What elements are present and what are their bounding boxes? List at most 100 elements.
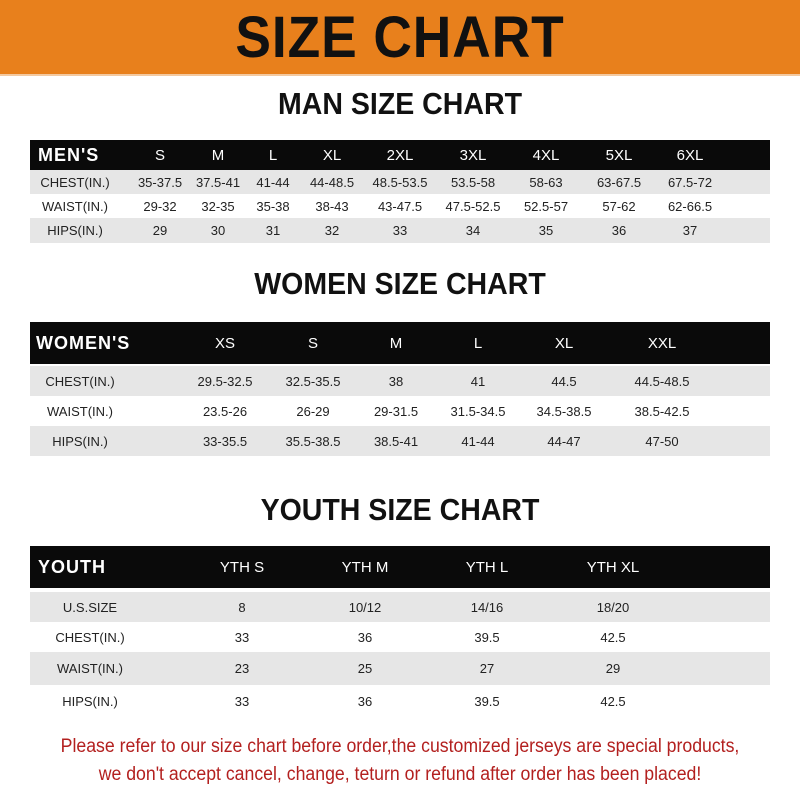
row-label: CHEST(IN.) bbox=[55, 629, 125, 645]
table-cell: 29-31.5 bbox=[373, 403, 419, 419]
table-cell: 44-48.5 bbox=[309, 174, 355, 190]
table-title-cell: MEN'S bbox=[38, 144, 100, 165]
table-cell: 42.5 bbox=[600, 629, 626, 645]
table-cell: 29.5-32.5 bbox=[197, 373, 253, 389]
size-header-cell: 2XL bbox=[386, 146, 414, 164]
table-row: CHEST(IN.) 29.5-32.5 32.5-35.5 38 41 44.5 44.5… bbox=[30, 366, 770, 396]
table-cell: 8 bbox=[238, 599, 246, 615]
table-cell: 67.5-72 bbox=[667, 174, 713, 190]
table-cell: 33 bbox=[234, 629, 250, 645]
table-title-cell: WOMEN'S bbox=[36, 332, 131, 353]
table-cell: 29 bbox=[605, 661, 621, 676]
table-row: WAIST(IN.) 29-32 32-35 35-38 38-43 43-47.5 47.… bbox=[30, 194, 770, 218]
men-section-title: MAN SIZE CHART bbox=[277, 86, 523, 121]
size-header-cell: L bbox=[473, 334, 483, 352]
row-label: CHEST(IN.) bbox=[40, 174, 110, 190]
table-cell: 38-43 bbox=[315, 198, 349, 214]
size-header-cell: XS bbox=[214, 334, 236, 352]
table-cell: 29-32 bbox=[143, 198, 177, 214]
row-label: WAIST(IN.) bbox=[57, 661, 123, 676]
table-cell: 32.5-35.5 bbox=[285, 373, 341, 389]
table-cell: 44.5-48.5 bbox=[634, 373, 690, 389]
table-cell: 38.5-41 bbox=[373, 433, 419, 449]
table-cell: 38 bbox=[388, 373, 404, 389]
policy-note-line-2: we don't accept cancel, change, teturn o… bbox=[98, 764, 702, 785]
table-cell: 57-62 bbox=[602, 198, 636, 214]
size-header-cell: 6XL bbox=[676, 146, 704, 164]
table-cell: 35 bbox=[538, 223, 554, 238]
table-cell: 47.5-52.5 bbox=[445, 198, 501, 214]
banner: SIZE CHART bbox=[0, 0, 800, 76]
table-cell: 41 bbox=[470, 373, 486, 389]
table-cell: 41-44 bbox=[256, 174, 290, 190]
table-cell: 32-35 bbox=[201, 198, 235, 214]
size-header-cell: YTH S bbox=[219, 558, 265, 576]
row-label: WAIST(IN.) bbox=[42, 198, 108, 214]
size-header-cell: M bbox=[389, 334, 403, 352]
table-cell: 52.5-57 bbox=[523, 198, 569, 214]
table-row: HIPS(IN.) 29 30 31 32 33 34 35 36 37 bbox=[30, 218, 770, 243]
row-label: HIPS(IN.) bbox=[47, 223, 103, 238]
table-cell: 36 bbox=[611, 223, 627, 238]
table-cell: 42.5 bbox=[600, 693, 626, 709]
table-cell: 44-47 bbox=[547, 433, 581, 449]
table-cell: 39.5 bbox=[474, 629, 500, 645]
table-cell: 34.5-38.5 bbox=[536, 403, 592, 419]
table-cell: 33 bbox=[392, 223, 408, 238]
table-cell: 36 bbox=[357, 629, 373, 645]
table-cell: 32 bbox=[324, 223, 340, 238]
table-cell: 38.5-42.5 bbox=[634, 403, 690, 419]
size-header-cell: M bbox=[211, 146, 225, 164]
row-label: CHEST(IN.) bbox=[45, 373, 115, 389]
table-cell: 37.5-41 bbox=[195, 174, 241, 190]
row-label: WAIST(IN.) bbox=[47, 403, 113, 419]
table-cell: 31 bbox=[265, 223, 281, 238]
table-cell: 10/12 bbox=[348, 599, 382, 615]
table-row: CHEST(IN.) 35-37.5 37.5-41 41-44 44-48.5 48.5… bbox=[30, 170, 770, 194]
row-label: HIPS(IN.) bbox=[52, 433, 108, 449]
table-cell: 18/20 bbox=[596, 599, 630, 615]
size-header-cell: L bbox=[268, 146, 278, 164]
table-cell: 47-50 bbox=[645, 433, 679, 449]
size-header-cell: XXL bbox=[647, 334, 677, 352]
table-cell: 41-44 bbox=[461, 433, 495, 449]
table-cell: 39.5 bbox=[474, 693, 500, 709]
table-cell: 33-35.5 bbox=[202, 433, 248, 449]
table-cell: 43-47.5 bbox=[377, 198, 423, 214]
table-cell: 26-29 bbox=[296, 403, 330, 419]
table-cell: 48.5-53.5 bbox=[372, 174, 428, 190]
table-cell: 27 bbox=[479, 661, 495, 676]
size-header-cell: YTH M bbox=[341, 558, 389, 576]
row-label: U.S.SIZE bbox=[62, 599, 118, 615]
size-header-cell: 5XL bbox=[605, 146, 633, 164]
table-cell: 23.5-26 bbox=[202, 403, 248, 419]
table-row: U.S.SIZE 8 10/12 14/16 18/20 bbox=[30, 592, 770, 622]
size-header-cell: S bbox=[307, 334, 319, 352]
table-row: HIPS(IN.) 33-35.5 35.5-38.5 38.5-41 41-44 44-… bbox=[30, 426, 770, 456]
size-header-cell: XL bbox=[322, 146, 342, 164]
men-header-row: MEN'S S M L XL 2XL 3XL 4XL 5XL 6XL bbox=[30, 140, 770, 170]
table-row: WAIST(IN.) 23.5-26 26-29 29-31.5 31.5-34.5 34… bbox=[30, 396, 770, 426]
table-cell: 14/16 bbox=[470, 599, 504, 615]
table-cell: 29 bbox=[152, 223, 168, 238]
women-header-row: WOMEN'S XS S M L XL XXL bbox=[30, 322, 770, 364]
policy-note-line-1: Please refer to our size chart before or… bbox=[60, 736, 740, 757]
table-cell: 25 bbox=[357, 661, 373, 676]
youth-header-row: YOUTH YTH S YTH M YTH L YTH XL bbox=[30, 546, 770, 588]
table-cell: 34 bbox=[465, 223, 481, 238]
table-cell: 33 bbox=[234, 693, 250, 709]
table-title-cell: YOUTH bbox=[38, 556, 106, 577]
table-cell: 31.5-34.5 bbox=[450, 403, 506, 419]
table-cell: 53.5-58 bbox=[450, 174, 496, 190]
table-cell: 62-66.5 bbox=[667, 198, 713, 214]
size-header-cell: 4XL bbox=[532, 146, 560, 164]
page-title: SIZE CHART bbox=[235, 5, 565, 70]
row-label: HIPS(IN.) bbox=[62, 693, 118, 709]
size-header-cell: XL bbox=[554, 334, 574, 352]
size-header-cell: YTH L bbox=[465, 558, 509, 576]
table-cell: 58-63 bbox=[529, 174, 563, 190]
size-header-cell: 3XL bbox=[459, 146, 487, 164]
table-cell: 37 bbox=[682, 223, 698, 238]
table-cell: 35.5-38.5 bbox=[285, 433, 341, 449]
size-header-cell: S bbox=[154, 146, 166, 164]
